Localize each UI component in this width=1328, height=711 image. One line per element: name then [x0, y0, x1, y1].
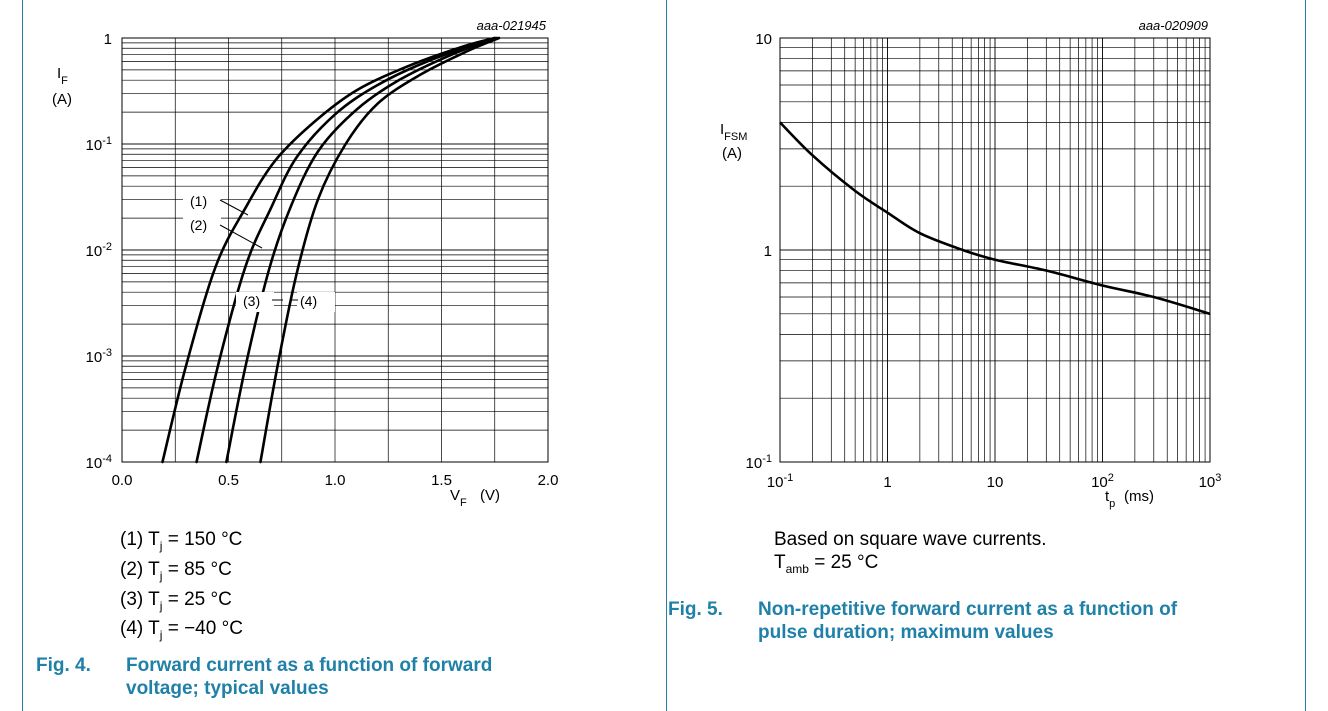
x-axis-label: VF: [450, 487, 467, 509]
figure-code: aaa-020909: [1139, 18, 1208, 33]
left-plot: 0.0 0.5 1.0 1.5 2.0 10-4 10-3 10-2 10-1 1 aaa-0219…: [52, 18, 558, 509]
legend-line-4: (4) Tj = −40 °C: [120, 618, 243, 643]
curve-label-4: (4): [300, 293, 317, 309]
left-plot-border: [121, 37, 549, 463]
x-tick-label: 1: [883, 474, 891, 491]
y-tick-label: 10-1: [746, 453, 772, 472]
figure-4-number: Fig. 4.: [36, 655, 91, 676]
right-plot: 10-1 1 10 102 103 10-1 1 10 aaa-020909 IFSM (A) tp (…: [720, 18, 1221, 510]
y-tick-label: 10-2: [86, 241, 112, 260]
figure-5-title-line-1: Non-repetitive forward current as a func…: [758, 599, 1178, 620]
label-leader: [219, 224, 263, 249]
ifsm-curve: [779, 121, 1211, 316]
x-tick-label: 10-1: [767, 472, 793, 491]
x-axis-unit: (ms): [1124, 488, 1154, 505]
curve-2: [195, 36, 497, 464]
left-curves: [161, 36, 501, 464]
figure-5-frame: [666, 0, 1306, 711]
y-tick-label: 1: [764, 243, 772, 260]
label-background: [236, 292, 274, 312]
y-tick-label: 10-4: [86, 453, 112, 472]
curve-label-2: (2): [190, 217, 207, 233]
x-axis-unit: (V): [480, 487, 500, 504]
label-background: [183, 193, 221, 211]
curve-labels: (1) (2) (3) (4): [183, 193, 335, 312]
y-axis-label: IFSM: [720, 121, 747, 143]
conditions-line-2: Tamb = 25 °C: [774, 552, 879, 576]
x-tick-label: 1.0: [325, 472, 346, 489]
y-tick-label: 10-3: [86, 347, 112, 366]
figure-4-title-line-2: voltage; typical values: [126, 678, 329, 699]
figure-code: aaa-021945: [477, 18, 547, 33]
figure-4-title-line-1: Forward current as a function of forward: [126, 655, 493, 676]
x-tick-label: 102: [1091, 472, 1114, 491]
curve-label-1: (1): [190, 193, 207, 209]
y-tick-label: 1: [104, 31, 112, 48]
x-tick-label: 1.5: [431, 472, 452, 489]
curve-label-3: (3): [243, 293, 260, 309]
x-tick-label: 0.5: [218, 472, 239, 489]
x-axis-label: tp: [1105, 488, 1115, 510]
legend-line-3: (3) Tj = 25 °C: [120, 588, 232, 613]
y-tick-label: 10-1: [86, 135, 112, 154]
right-plot-border: [779, 37, 1211, 463]
figure-5-caption: Fig. 5. Non-repetitive forward current as…: [668, 598, 1177, 644]
x-tick-label: 103: [1199, 472, 1222, 491]
curve-3: [225, 36, 499, 464]
y-tick-label: 10: [755, 31, 772, 48]
label-background: [183, 217, 221, 235]
figure-5-number: Fig. 5.: [668, 599, 723, 620]
right-grid: [779, 37, 1211, 463]
y-axis-label: IF: [57, 65, 68, 87]
curve-4: [259, 36, 501, 464]
legend-line-2: (2) Tj = 85 °C: [120, 558, 232, 583]
y-axis-unit: (A): [722, 145, 742, 162]
label-background: [297, 292, 335, 312]
x-tick-label: 0.0: [112, 472, 133, 489]
left-grid: [121, 37, 549, 463]
x-tick-label: 10: [987, 474, 1004, 491]
figure-4-caption: Fig. 4. Forward current as a function of …: [36, 654, 492, 700]
curve-1: [161, 36, 497, 464]
conditions-note: Based on square wave currents. Tamb = 25…: [774, 528, 1047, 581]
y-axis-unit: (A): [52, 91, 72, 108]
x-tick-label: 2.0: [538, 472, 559, 489]
legend-line-1: (1) Tj = 150 °C: [120, 529, 243, 553]
temperature-legend: (1) Tj = 150 °C (2) Tj = 85 °C (3) Tj = …: [120, 528, 243, 647]
figure-5-title-line-2: pulse duration; maximum values: [758, 622, 1054, 643]
figure-4-frame: [22, 0, 666, 711]
label-leader: [219, 199, 249, 216]
conditions-line-1: Based on square wave currents.: [774, 529, 1047, 550]
